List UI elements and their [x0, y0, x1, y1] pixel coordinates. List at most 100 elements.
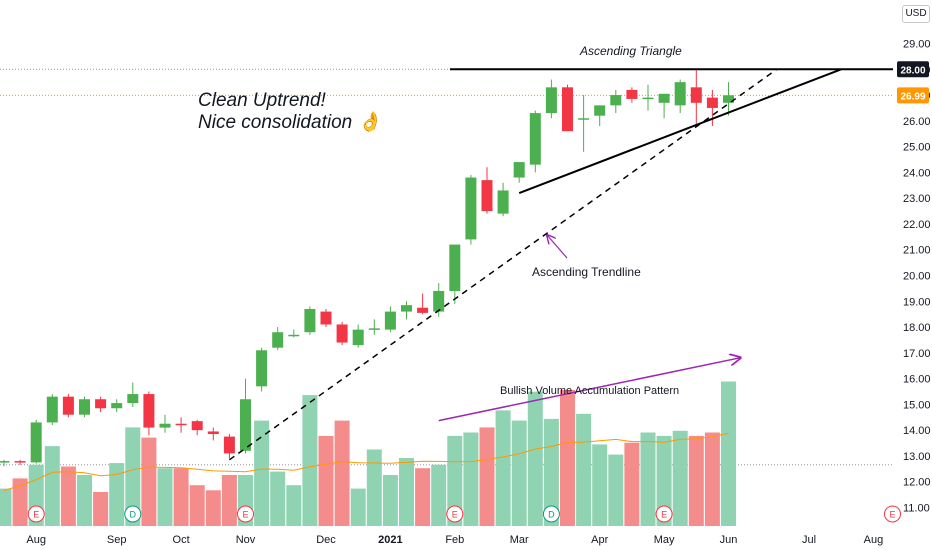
volume-bar — [77, 475, 92, 526]
candle-body — [175, 423, 187, 426]
volume-bar — [318, 435, 334, 526]
time-tick-label: Feb — [445, 534, 464, 546]
volume-bar — [44, 446, 60, 526]
candle-body — [207, 431, 219, 435]
price-tick-label: 21.00 — [903, 245, 931, 257]
volume-bar — [12, 478, 28, 526]
candle-body — [465, 177, 477, 240]
volume-bar — [527, 391, 543, 526]
volume-bar — [495, 410, 511, 526]
volume-pattern-label: Bullish Volume Accumulation Pattern — [500, 385, 680, 397]
volume-bar — [624, 442, 640, 526]
volume-bar — [93, 492, 109, 526]
candle-body — [352, 329, 364, 346]
volume-bar — [366, 449, 382, 526]
price-tick-label: 16.00 — [903, 374, 931, 386]
candle-body — [127, 394, 139, 404]
earnings-marker — [655, 505, 673, 523]
candle-body — [545, 87, 557, 114]
candle-body — [256, 350, 268, 387]
earnings-marker-label: E — [33, 510, 39, 520]
candle-body — [706, 97, 718, 108]
earnings-marker — [884, 505, 901, 523]
uptrend-note-line1: Clean Uptrend! — [198, 90, 326, 111]
candle-body — [690, 87, 702, 103]
candle-body — [610, 95, 622, 106]
volume-bar — [656, 435, 672, 526]
earnings-marker — [27, 505, 45, 523]
candle-body — [320, 311, 332, 325]
price-tick-label: 19.00 — [903, 296, 931, 308]
volume-bar — [254, 420, 270, 526]
volume-bar — [157, 468, 173, 526]
current-price-badge — [897, 87, 929, 104]
price-tick-label: 12.00 — [903, 477, 931, 489]
time-axis: Aug Sep Oct Nov Dec 2021 Feb Mar Apr May Jun Jul Aug — [26, 534, 883, 546]
volume-ma-line — [3, 432, 729, 491]
volume-bar — [109, 463, 125, 526]
price-tick-label: 25.00 — [903, 142, 931, 154]
candle-body — [30, 422, 42, 463]
candle-body — [159, 423, 171, 428]
candle-body — [95, 399, 107, 409]
price-tick-label: 24.00 — [903, 167, 931, 179]
candle-body — [594, 105, 606, 116]
volume-bar — [302, 395, 318, 526]
volume-bar — [608, 454, 624, 526]
reference-lines — [0, 68, 893, 466]
volume-bar — [431, 464, 447, 526]
earnings-marker — [446, 505, 464, 523]
volume-bar — [205, 490, 221, 526]
price-tick-label: 14.00 — [903, 425, 931, 437]
volume-bar — [286, 485, 302, 526]
candle-body — [642, 97, 654, 100]
candle-body — [417, 307, 429, 313]
price-tick-label: 17.00 — [903, 348, 931, 360]
candle-body — [433, 290, 445, 312]
dividend-marker — [124, 505, 142, 523]
candle-body — [497, 190, 509, 214]
volume-bar — [592, 444, 608, 526]
volume-bar — [415, 468, 431, 526]
currency-label[interactable]: USD — [902, 5, 930, 23]
candle-body — [223, 436, 235, 454]
candle-body — [46, 396, 58, 423]
volume-bar — [479, 427, 495, 526]
candle-body — [578, 118, 590, 120]
volume-bar — [0, 488, 12, 526]
volume-bar — [221, 475, 237, 526]
earnings-marker-label: E — [242, 510, 248, 520]
volume-bar — [688, 435, 704, 526]
uptrend-note-line2: Nice consolidation 👌 — [198, 112, 382, 133]
triangle-label: Ascending Triangle — [580, 44, 682, 58]
time-tick-label: Dec — [316, 534, 336, 546]
earnings-marker-label: E — [661, 510, 667, 520]
candle-body — [62, 396, 74, 415]
price-tick-label: 11.00 — [903, 503, 930, 515]
candle-body — [481, 180, 493, 212]
volume-bar — [173, 468, 189, 526]
price-tick-label: 26.00 — [903, 116, 931, 128]
candle-body — [288, 334, 300, 337]
earnings-marker-label: E — [452, 510, 458, 520]
candle-body — [336, 324, 348, 343]
price-tick-label: 13.00 — [903, 451, 931, 463]
volume-bar — [447, 435, 463, 526]
volume-bar — [721, 381, 736, 526]
candle-body — [384, 311, 396, 330]
current-price-badge-label: 26.99 — [900, 91, 925, 102]
candle-body — [240, 399, 251, 451]
price-axis: 11.00 12.00 13.00 14.00 15.00 16.00 17.00 18.00… — [897, 39, 931, 515]
dividend-marker — [542, 505, 560, 523]
earnings-marker — [237, 505, 254, 523]
volume-bar — [189, 485, 205, 526]
dividend-marker-label: D — [548, 510, 555, 520]
price-tick-label: 22.00 — [903, 219, 931, 231]
ascending-trendline — [228, 68, 778, 461]
volume-bar — [640, 432, 656, 526]
volume-bar — [141, 437, 157, 526]
triangle-support-line — [518, 68, 842, 194]
volume-trend-arrow — [438, 358, 741, 422]
